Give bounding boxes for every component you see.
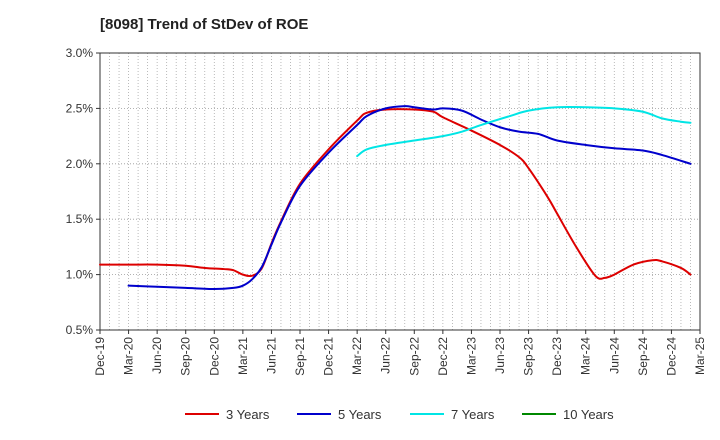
y-tick-label: 2.0% xyxy=(66,157,94,171)
legend-item: 7 Years xyxy=(410,407,495,422)
x-tick-label: Dec-23 xyxy=(550,337,564,376)
x-tick-label: Sep-20 xyxy=(179,337,193,376)
x-tick-label: Jun-20 xyxy=(150,337,164,374)
legend-item: 10 Years xyxy=(522,407,614,422)
x-tick-label: Mar-25 xyxy=(693,337,707,375)
x-tick-label: Jun-21 xyxy=(264,337,278,374)
x-axis-ticks: Dec-19 Mar-20 Jun-20 Sep-20 Dec-20 Mar-21 Jun-… xyxy=(93,330,707,376)
x-tick-label: Sep-23 xyxy=(522,337,536,376)
y-tick-label: 2.5% xyxy=(66,101,94,115)
series-line-3-years xyxy=(99,108,692,280)
legend-label: 7 Years xyxy=(451,407,495,422)
x-tick-label: Dec-22 xyxy=(436,337,450,376)
legend: 3 Years 5 Years 7 Years 10 Years xyxy=(185,407,614,422)
x-tick-label: Dec-24 xyxy=(664,337,678,376)
x-tick-label: Mar-23 xyxy=(464,337,478,375)
series-lines xyxy=(99,105,692,290)
x-tick-label: Mar-22 xyxy=(350,337,364,375)
x-tick-label: Sep-24 xyxy=(636,337,650,376)
x-tick-label: Dec-20 xyxy=(207,337,221,376)
x-tick-label: Mar-20 xyxy=(122,337,136,375)
x-tick-label: Mar-21 xyxy=(236,337,250,375)
x-tick-label: Sep-22 xyxy=(407,337,421,376)
chart-title: [8098] Trend of StDev of ROE xyxy=(100,16,308,33)
grid xyxy=(100,53,700,330)
y-axis-ticks: 0.5% 1.0% 1.5% 2.0% 2.5% 3.0% xyxy=(66,46,100,337)
x-tick-label: Jun-23 xyxy=(493,337,507,374)
x-tick-label: Jun-22 xyxy=(379,337,393,374)
legend-label: 5 Years xyxy=(338,407,382,422)
x-tick-label: Sep-21 xyxy=(293,337,307,376)
plot-frame xyxy=(99,52,701,331)
y-tick-label: 1.0% xyxy=(66,268,94,282)
series-line-7-years xyxy=(356,106,692,158)
x-tick-label: Mar-24 xyxy=(579,337,593,375)
y-tick-label: 0.5% xyxy=(66,323,94,337)
legend-label: 10 Years xyxy=(563,407,614,422)
legend-label: 3 Years xyxy=(226,407,270,422)
x-tick-label: Dec-19 xyxy=(93,337,107,376)
x-tick-label: Jun-24 xyxy=(607,337,621,374)
series-line-5-years xyxy=(127,105,692,290)
legend-item: 3 Years xyxy=(185,407,270,422)
y-tick-label: 3.0% xyxy=(66,46,94,60)
legend-item: 5 Years xyxy=(297,407,382,422)
y-tick-label: 1.5% xyxy=(66,212,94,226)
x-tick-label: Dec-21 xyxy=(322,337,336,376)
